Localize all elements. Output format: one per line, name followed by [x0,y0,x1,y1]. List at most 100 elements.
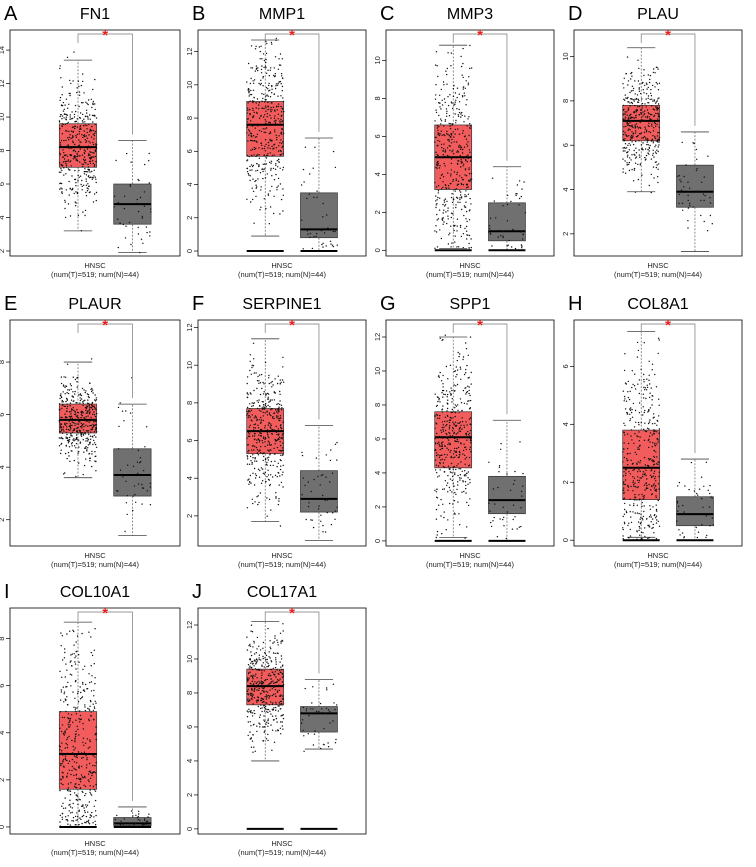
tumor-point [75,159,78,161]
normal-point [302,168,305,171]
tumor-point [78,718,80,720]
tumor-point [253,642,255,644]
tumor-point [437,154,439,157]
tumor-point [279,403,281,406]
tumor-group [622,331,661,541]
tumor-point [87,410,89,413]
tumor-point [270,681,273,683]
tumor-point [60,114,62,116]
tumor-point [88,443,91,445]
normal-point [311,247,314,250]
tumor-point [69,812,72,814]
tumor-point [653,532,655,534]
tumor-point [262,77,264,79]
normal-point [133,823,135,826]
tumor-point [441,447,444,450]
tumor-point [438,417,441,419]
tumor-point [281,434,283,436]
normal-point [143,205,146,207]
tumor-point [654,72,656,74]
tumor-point [70,450,72,452]
tumor-point [59,142,62,144]
tumor-point [246,636,248,638]
tumor-point [67,160,69,162]
normal-group [113,806,152,828]
tumor-point [449,232,451,234]
tumor-point [281,120,284,122]
tumor-point [261,468,264,470]
tumor-point [438,167,441,169]
tumor-point [87,440,89,442]
tumor-point [436,246,439,248]
tumor-point [470,442,472,444]
tumor-point [443,511,445,513]
tumor-point [445,184,447,187]
tumor-point [650,123,653,126]
tumor-point [456,246,458,248]
tumor-point [658,428,661,430]
normal-point [310,490,312,493]
tumor-point [638,431,640,433]
tumor-point [70,160,72,162]
tumor-point [447,139,449,141]
tumor-point [249,416,251,418]
tumor-point [648,410,650,412]
tumor-point [63,167,65,169]
tumor-point [463,373,466,376]
tumor-point [260,79,262,82]
tumor-point [268,498,271,501]
tumor-point [84,690,86,692]
tumor-point [630,159,632,161]
tumor-point [58,403,61,405]
tumor-point [88,408,91,410]
tumor-point [446,402,449,404]
tumor-point [460,65,463,68]
tumor-point [437,129,439,132]
tumor-point [71,665,73,667]
tumor-point [61,191,63,193]
tumor-point [269,400,271,403]
tumor-point [246,159,249,161]
tumor-point [59,727,61,729]
tumor-point [263,688,265,690]
tumor-point [250,201,252,203]
tumor-point [64,797,66,799]
tumor-point [72,406,74,409]
tumor-point [85,767,88,769]
tumor-point [450,101,453,103]
y-tick-label: 10 [185,655,194,663]
tumor-point [92,141,94,144]
tumor-point [468,173,471,175]
tumor-point [631,137,634,139]
tumor-point [448,134,451,137]
tumor-point [86,148,89,150]
tumor-point [68,130,70,133]
tumor-point [272,680,274,682]
tumor-point [443,221,445,223]
tumor-point [633,503,635,505]
tumor-point [646,478,648,480]
tumor-point [631,71,633,74]
normal-point [119,469,122,471]
tumor-point [93,114,95,117]
tumor-point [95,408,97,411]
tumor-point [447,210,449,212]
tumor-point [277,412,279,414]
tumor-point [69,724,71,726]
tumor-point [262,75,264,78]
tumor-point [256,449,259,451]
tumor-point [79,426,82,428]
tumor-point [60,416,62,418]
tumor-point [259,693,262,695]
tumor-point [273,120,276,122]
tumor-point [624,172,627,174]
tumor-point [261,93,263,95]
tumor-point [256,699,258,702]
tumor-point [256,169,259,172]
tumor-point [456,230,458,232]
tumor-point [77,431,79,433]
tumor-point [94,677,96,679]
tumor-point [65,400,67,403]
tumor-point [645,138,647,141]
tumor-point [279,379,281,381]
